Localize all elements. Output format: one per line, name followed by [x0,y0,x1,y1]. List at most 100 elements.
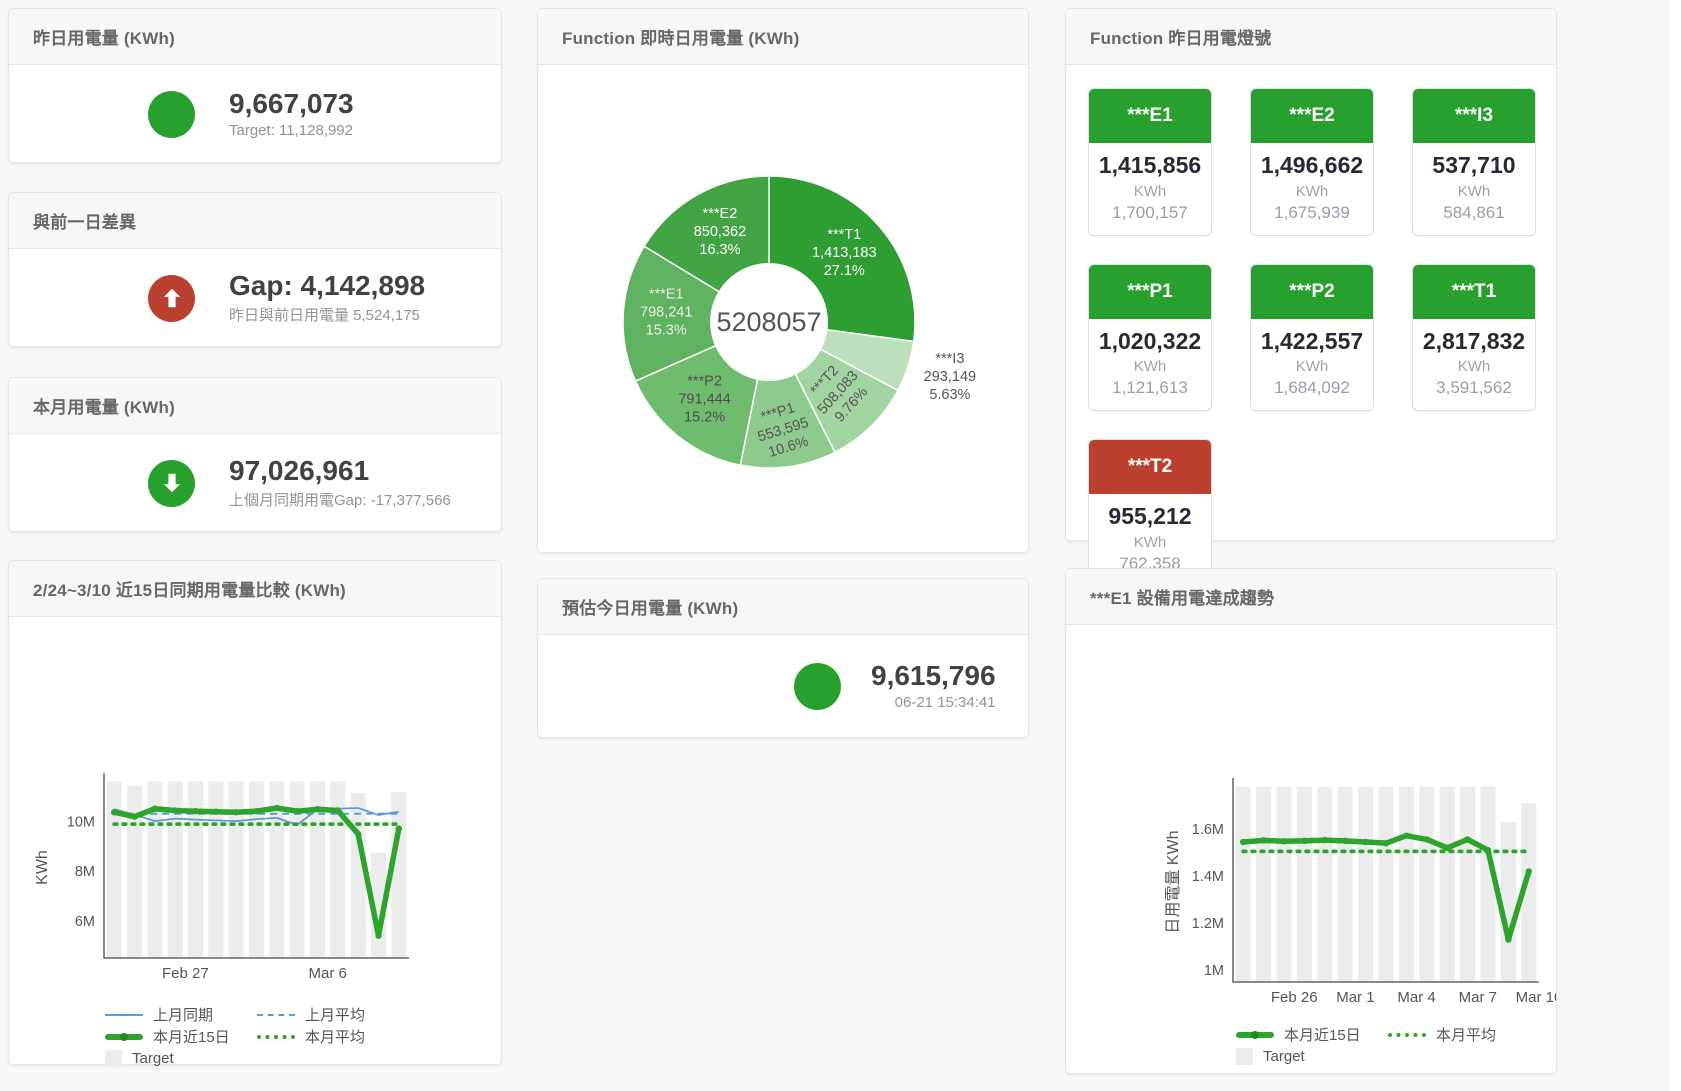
donut-slice-label: ***P2 791,444 15.2% [678,373,730,425]
donut-slice-label: ***I3 293,149 5.63% [924,351,976,403]
arrow-down-icon [148,459,195,507]
series-marker [395,825,403,832]
kpi-value: 9,667,073 [229,87,354,119]
x-tick-label: Feb 26 [1271,989,1318,1006]
tile-value: 2,817,832 [1422,327,1526,354]
donut-chart: ***T1 1,413,183 27.1%***I3 293,149 5.63%***T… [622,175,976,469]
target-bar [1419,786,1435,982]
target-bar [1256,786,1272,982]
card-header: Function 昨日用電燈號 [1066,9,1556,65]
legend-item[interactable]: Target [105,1048,257,1069]
kpi-body: Gap: 4,142,898 昨日與前日用電量 5,524,175 [9,249,501,347]
target-bar [350,793,366,958]
legend-item[interactable]: 本月近15日 [1236,1024,1388,1045]
series-marker [314,806,321,813]
legend-item[interactable]: 上月同期 [105,1004,257,1025]
legend-item[interactable]: 本月平均 [257,1026,409,1047]
tile-value: 1,415,856 [1098,152,1202,178]
donut-center-total: 5208057 [716,307,821,337]
series-marker [171,807,179,814]
target-bar [370,852,387,958]
legend-item[interactable]: Target [1236,1046,1388,1067]
legend-item[interactable]: 本月平均 [1388,1024,1540,1045]
series-marker [131,813,138,820]
card-month-usage: 本月用電量 (KWh) 97,026,961 上個月同期用電Gap: -17,3… [8,377,502,532]
tile-target: 3,591,562 [1436,378,1512,398]
series-marker [1444,844,1451,852]
tile-target: 1,684,092 [1274,378,1350,398]
light-tile[interactable]: ***I3 537,710 KWh 584,861 [1412,88,1536,236]
x-tick-label: Mar 10 [1516,989,1556,1006]
card-title-realtime-donut: Function 即時日用電量 (KWh) [562,29,800,48]
card-header: 預估今日用電量 (KWh) [538,579,1028,635]
y-tick-label: 1.6M [1192,822,1224,838]
legend-label: 本月平均 [305,1029,366,1046]
card-header: Function 即時日用電量 (KWh) [538,9,1028,65]
tile-value: 1,496,662 [1260,152,1364,178]
target-bar [126,785,143,958]
legend-green-thick-icon [105,1032,143,1041]
target-bar [1521,803,1537,982]
light-tile[interactable]: ***P1 1,020,322 KWh 1,121,613 [1088,263,1212,412]
compare-chart-body: 6M 8M 10M Feb 27 Mar 6 KWh 上月同期 上月平均 本月近15日 本月平均… [9,617,501,1067]
tile-header: ***P1 [1089,264,1211,319]
series-blue-solid [113,807,399,826]
series-marker [151,805,159,812]
legend-label: Target [132,1050,174,1067]
chart-axes [103,773,409,959]
tile-body: 1,020,322 KWh 1,121,613 [1089,319,1211,411]
y-axis-label: KWh [34,850,51,885]
series-marker [212,808,220,815]
series-marker [273,804,281,812]
scrollbar[interactable] [1670,0,1681,1091]
card-title-month-usage: 本月用電量 (KWh) [33,398,175,417]
legend-blue-solid-icon [105,1013,143,1016]
legend-green-dotted-icon [257,1034,295,1039]
legend-item[interactable]: 上月平均 [257,1004,409,1025]
series-marker [334,807,342,814]
tile-target: 584,861 [1443,202,1505,222]
tile-unit: KWh [1133,358,1167,376]
series-marker [1382,839,1390,847]
target-bar [228,781,244,958]
series-marker [1321,836,1328,844]
series-marker [1362,838,1369,846]
legend-green-thick-icon [1236,1030,1274,1039]
kpi-value: 97,026,961 [229,454,370,486]
light-tile[interactable]: ***T1 2,817,832 KWh 3,591,562 [1412,263,1536,412]
card-header: ***E1 設備用電達成趨勢 [1066,569,1556,625]
tile-unit: KWh [1295,182,1329,200]
card-compare-chart: 2/24~3/10 近15日同期用電量比較 (KWh) 6M 8M 10M Feb 2… [8,560,502,1067]
y-tick-label: 1M [1204,963,1224,979]
card-day-gap: 與前一日差異 Gap: 4,142,898 昨日與前日用電量 5,524,175 [8,192,502,347]
series-marker [1280,838,1288,845]
tile-header: ***T1 [1413,264,1535,319]
light-tile[interactable]: ***P2 1,422,557 KWh 1,684,092 [1250,263,1374,412]
tile-body: 1,496,662 KWh 1,675,939 [1251,143,1373,235]
target-bar [391,791,407,958]
tile-body: 537,710 KWh 584,861 [1413,143,1535,235]
tile-header: ***I3 [1413,89,1535,143]
tile-body: 1,415,856 KWh 1,700,157 [1089,143,1211,235]
x-tick-label: Mar 1 [1336,989,1374,1006]
x-tick-label: Mar 6 [308,965,346,982]
light-tile[interactable]: ***T2 955,212 KWh 762,358 [1088,439,1212,587]
tile-value: 955,212 [1108,503,1192,530]
tile-header: ***T2 [1089,440,1211,495]
x-tick-label: Mar 4 [1397,989,1435,1006]
card-e1-trend: ***E1 設備用電達成趨勢 1M 1.2M 1.4M 1.6M Feb 26 Mar 1… [1065,568,1562,1074]
legend-target-square-icon [105,1050,122,1067]
series-marker [354,830,362,838]
light-tile[interactable]: ***E2 1,496,662 KWh 1,675,939 [1250,88,1374,236]
series-marker [1423,836,1430,843]
x-tick-label: Feb 27 [162,965,209,982]
series-marker [1342,837,1349,845]
light-tiles-grid: ***E1 1,415,856 KWh 1,700,157 ***E2 1,49… [1066,65,1556,610]
series-marker [1464,836,1471,843]
legend-item[interactable]: 本月近15日 [105,1026,257,1047]
card-header: 與前一日差異 [9,193,501,249]
kpi-body: 9,615,796 06-21 15:34:41 [538,635,1028,737]
target-bar [1378,786,1394,982]
card-realtime-donut: Function 即時日用電量 (KWh) ***T1 1,413,183 27.1… [537,8,1029,553]
light-tile[interactable]: ***E1 1,415,856 KWh 1,700,157 [1088,88,1212,236]
